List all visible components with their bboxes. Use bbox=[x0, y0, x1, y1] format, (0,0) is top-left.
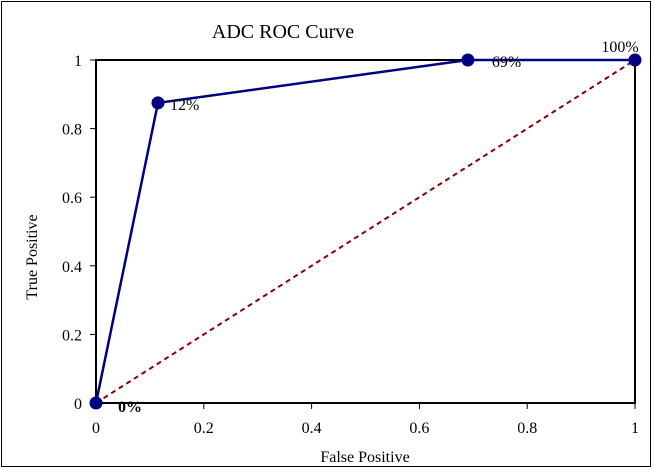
x-axis-ticks: 0 0.2 0.4 0.6 0.8 1 bbox=[92, 403, 639, 437]
x-axis-label: False Positive bbox=[320, 449, 409, 466]
x-tick-label: 0 bbox=[92, 420, 100, 437]
roc-point-label: 69% bbox=[492, 54, 521, 71]
roc-point-label: 100% bbox=[601, 39, 638, 56]
y-tick-label: 0.2 bbox=[62, 327, 82, 344]
roc-point bbox=[461, 53, 475, 67]
x-tick-label: 0.6 bbox=[409, 420, 429, 437]
plot-area bbox=[95, 59, 636, 404]
x-tick-label: 1 bbox=[631, 420, 639, 437]
chance-line bbox=[95, 59, 636, 404]
y-axis-label: True Positive bbox=[24, 214, 41, 299]
x-tick-label: 0.8 bbox=[517, 420, 537, 437]
x-tick-label: 0.4 bbox=[302, 420, 322, 437]
roc-point-label: 12% bbox=[170, 97, 199, 114]
series-layer: 0% 12% 69% 100% bbox=[89, 39, 642, 416]
y-axis-ticks: 0 0.2 0.4 0.6 0.8 1 bbox=[62, 53, 96, 413]
chart-title: ADC ROC Curve bbox=[212, 21, 354, 43]
x-tick-label: 0.2 bbox=[194, 420, 214, 437]
y-tick-label: 1 bbox=[74, 53, 82, 70]
roc-line bbox=[94, 58, 635, 404]
y-tick-label: 0.6 bbox=[62, 190, 82, 207]
roc-point bbox=[89, 396, 103, 410]
roc-point bbox=[151, 96, 165, 110]
y-tick-label: 0.4 bbox=[62, 259, 82, 276]
roc-point-label: 0% bbox=[118, 399, 142, 416]
roc-point bbox=[628, 53, 642, 67]
y-tick-label: 0.8 bbox=[62, 122, 82, 139]
y-tick-label: 0 bbox=[74, 396, 82, 413]
